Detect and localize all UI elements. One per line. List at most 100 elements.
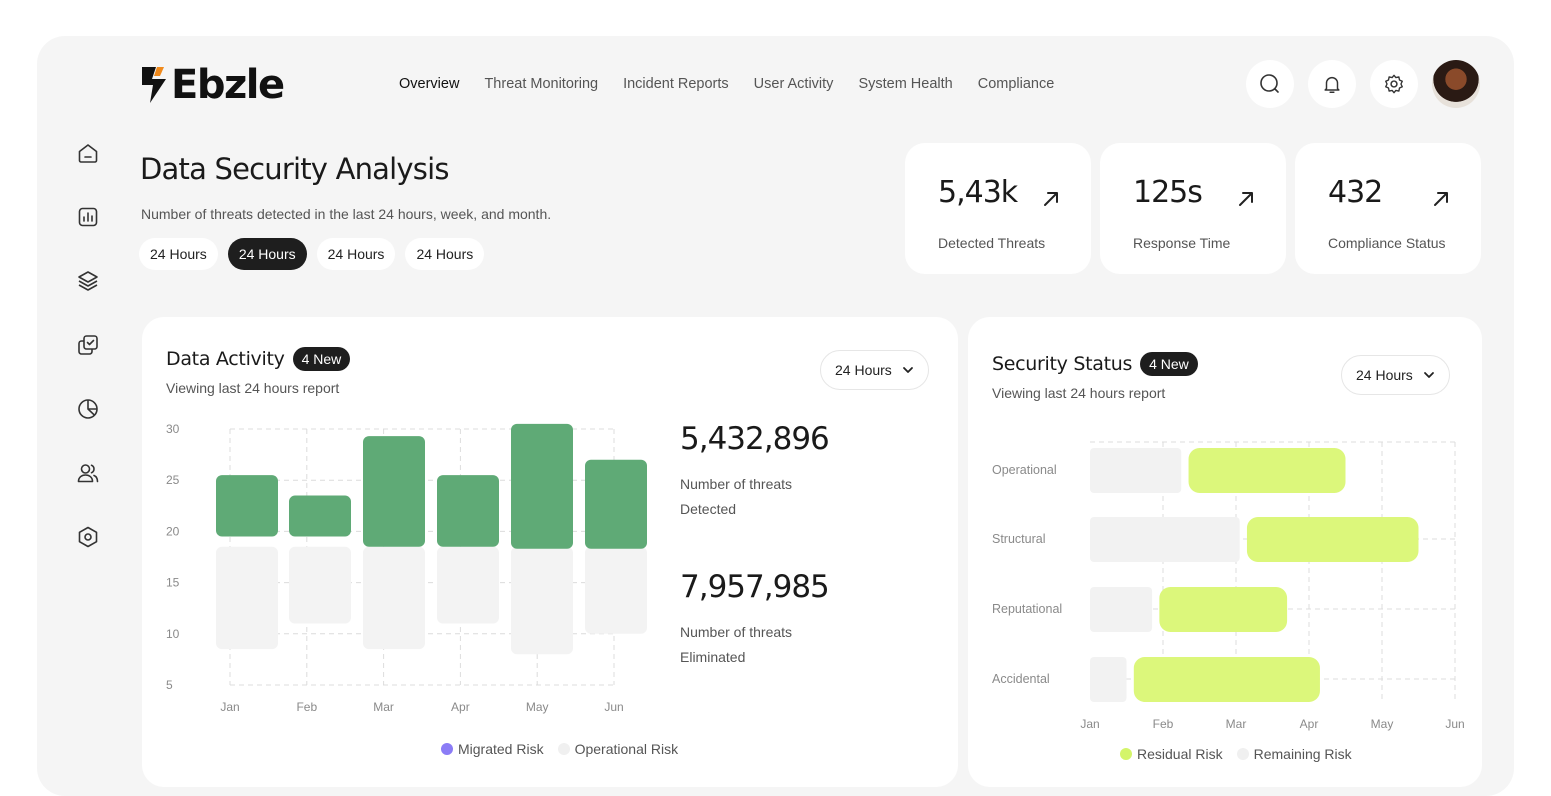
y-tick-label: 25: [166, 473, 180, 487]
page-subtitle: Number of threats detected in the last 2…: [141, 206, 552, 222]
dropdown-value: 24 Hours: [835, 362, 892, 378]
security-status-card: Security Status 4 New Viewing last 24 ho…: [968, 317, 1482, 787]
new-badge: 4 New: [292, 347, 351, 371]
x-tick-label: Jun: [1445, 717, 1464, 731]
nav-item-threat-monitoring[interactable]: Threat Monitoring: [484, 76, 599, 92]
brand-mark-icon: [142, 67, 166, 103]
bar-remaining-risk: [1090, 587, 1153, 632]
pie-chart-icon[interactable]: [75, 396, 101, 422]
time-range-dropdown[interactable]: 24 Hours: [820, 350, 929, 390]
bar-remaining-risk: [1090, 517, 1240, 562]
x-tick-label: May: [526, 700, 549, 714]
x-tick-label: Jan: [220, 700, 239, 714]
legend-label: Remaining Risk: [1253, 746, 1352, 762]
nav-item-user-activity[interactable]: User Activity: [753, 76, 834, 92]
y-category-label: Reputational: [992, 602, 1062, 616]
legend-label: Residual Risk: [1137, 746, 1223, 762]
hexagon-settings-icon[interactable]: [75, 524, 101, 550]
legend-dot: [441, 743, 453, 755]
search-button[interactable]: [1246, 60, 1294, 108]
gear-icon: [1385, 74, 1403, 94]
y-tick-label: 20: [166, 524, 180, 538]
y-tick-label: 5: [166, 678, 173, 692]
data-activity-chart: 30 25 20 15 10 5 Jan Feb Mar Apr May Jun: [166, 422, 647, 714]
threats-detected-label: Number of threats Detected: [680, 472, 820, 522]
time-range-pill[interactable]: 24 Hours: [139, 238, 218, 270]
nav-item-compliance[interactable]: Compliance: [977, 76, 1055, 92]
card-subtitle: Viewing last 24 hours report: [166, 380, 340, 396]
card-subtitle: Viewing last 24 hours report: [992, 385, 1166, 401]
stat-label: Response Time: [1133, 235, 1231, 251]
page-title: Data Security Analysis: [140, 152, 449, 186]
layers-icon[interactable]: [75, 268, 101, 294]
y-category-label: Operational: [992, 463, 1057, 477]
stat-card-response-time[interactable]: 125s Response Time: [1100, 143, 1286, 274]
y-tick-label: 30: [166, 422, 180, 436]
stat-card-compliance-status[interactable]: 432 Compliance Status: [1295, 143, 1481, 274]
x-tick-label: Apr: [1300, 717, 1319, 731]
chevron-down-icon: [902, 367, 913, 373]
legend-label: Operational Risk: [574, 741, 679, 757]
legend-item-remaining-risk: Remaining Risk: [1236, 746, 1352, 762]
chart-legend: Residual Risk Remaining Risk: [1120, 746, 1352, 762]
home-icon[interactable]: [75, 140, 101, 166]
card-title: Security Status: [992, 353, 1133, 375]
metric-label-line: Number of threats: [680, 624, 793, 640]
notifications-button[interactable]: [1308, 60, 1356, 108]
users-icon[interactable]: [75, 460, 101, 486]
legend-item-operational-risk: Operational Risk: [557, 741, 679, 757]
app-window: Ebzle Overview Threat Monitoring Incident …: [37, 36, 1514, 796]
arrow-up-right-icon: [1044, 192, 1058, 206]
bar-operational-risk: [289, 546, 351, 624]
legend-dot: [557, 743, 570, 755]
bar-residual-risk: [1159, 587, 1288, 632]
threats-eliminated-value: 7,957,985: [680, 569, 830, 605]
sidebar: [75, 140, 101, 550]
copy-check-icon[interactable]: [75, 332, 101, 358]
dropdown-value: 24 Hours: [1356, 367, 1413, 383]
threats-detected-value: 5,432,896: [680, 421, 830, 457]
time-range-pills: 24 Hours 24 Hours 24 Hours 24 Hours: [139, 238, 485, 270]
bar-residual-risk: [1133, 657, 1320, 702]
chevron-down-icon: [1423, 372, 1434, 378]
data-activity-card: Data Activity 4 New Viewing last 24 hour…: [142, 317, 958, 787]
x-tick-label: Feb: [296, 700, 317, 714]
time-range-dropdown[interactable]: 24 Hours: [1341, 355, 1450, 395]
bar-operational-risk: [511, 546, 573, 655]
brand-name: Ebzle: [171, 62, 285, 108]
arrow-up-right-icon: [1434, 192, 1448, 206]
bar-migrated-risk: [585, 459, 647, 549]
nav-item-system-health[interactable]: System Health: [858, 76, 953, 92]
brand-logo[interactable]: Ebzle: [140, 62, 285, 108]
bar-operational-risk: [585, 546, 647, 634]
search-icon: [1260, 74, 1279, 93]
bar-operational-risk: [363, 546, 425, 650]
bar-residual-risk: [1188, 448, 1346, 493]
avatar[interactable]: [1432, 60, 1480, 108]
nav-item-incident-reports[interactable]: Incident Reports: [623, 76, 729, 92]
stat-value: 125s: [1133, 175, 1203, 210]
bar-chart-icon[interactable]: [75, 204, 101, 230]
nav-item-overview[interactable]: Overview: [399, 76, 460, 92]
threats-eliminated-label: Number of threats Eliminated: [680, 620, 820, 670]
metric-label-line: Detected: [680, 501, 737, 517]
time-range-pill[interactable]: 24 Hours: [316, 238, 396, 270]
x-tick-label: Apr: [451, 700, 470, 714]
x-tick-label: May: [1371, 717, 1394, 731]
metric-label-line: Number of threats: [680, 476, 793, 492]
bar-remaining-risk: [1090, 657, 1127, 702]
time-range-pill[interactable]: 24 Hours: [405, 238, 485, 270]
bar-migrated-risk: [289, 495, 351, 537]
legend-dot: [1236, 748, 1249, 760]
stat-value: 5,43k: [938, 175, 1018, 210]
legend-dot: [1120, 748, 1132, 760]
legend-label: Migrated Risk: [458, 741, 544, 757]
stat-card-detected-threats[interactable]: 5,43k Detected Threats: [905, 143, 1091, 274]
settings-button[interactable]: [1370, 60, 1418, 108]
y-tick-label: 15: [166, 576, 180, 590]
bar-migrated-risk: [216, 475, 278, 537]
new-badge: 4 New: [1140, 352, 1198, 376]
legend-item-migrated-risk: Migrated Risk: [441, 741, 544, 757]
x-tick-label: Mar: [373, 700, 394, 714]
time-range-pill[interactable]: 24 Hours: [227, 238, 307, 270]
